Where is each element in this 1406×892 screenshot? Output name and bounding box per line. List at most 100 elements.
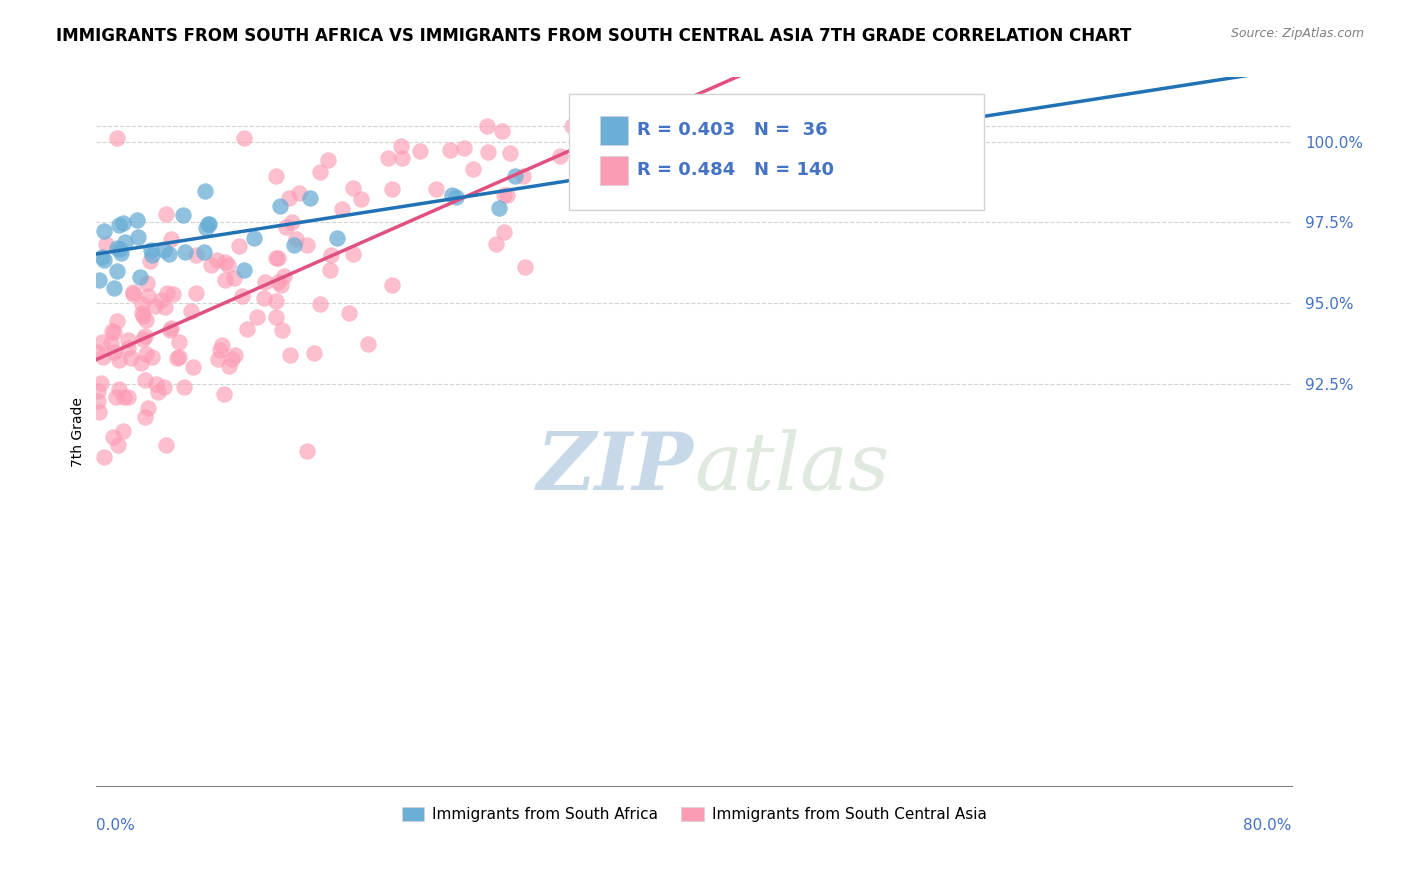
Point [117,390,139,404]
Point [159,322,181,336]
Point [134,329,156,343]
Text: 80.0%: 80.0% [1243,818,1292,833]
Point [302,345,325,359]
Point [503,169,526,183]
Point [197,218,219,232]
Point [127,229,149,244]
Text: ZIP: ZIP [537,429,695,506]
Point [103,430,125,444]
Point [512,169,534,183]
Point [439,144,461,158]
Point [135,313,157,327]
Point [409,144,432,158]
Point [207,351,229,366]
Point [93,224,115,238]
Point [186,285,208,300]
Point [485,236,508,251]
Point [139,244,162,258]
Point [217,258,239,272]
Point [166,351,188,365]
Point [198,217,221,231]
Point [488,201,510,215]
Y-axis label: 7th Grade: 7th Grade [72,397,86,467]
Point [141,350,163,364]
Point [131,356,153,370]
Point [277,191,299,205]
Point [208,343,231,357]
Point [236,321,259,335]
Point [581,122,603,136]
Point [212,387,235,401]
Point [167,351,190,365]
Point [214,273,236,287]
Point [349,192,371,206]
Text: 0.0%: 0.0% [97,818,135,833]
Point [149,293,172,307]
Point [128,269,150,284]
Point [200,258,222,272]
Point [110,243,132,257]
Point [87,393,110,408]
Point [174,245,197,260]
Point [132,309,155,323]
Point [461,161,484,176]
Point [499,145,522,160]
Point [105,314,128,328]
Point [599,119,621,133]
Point [231,289,253,303]
Point [91,335,114,350]
Point [107,437,129,451]
Point [90,376,112,391]
Point [267,251,290,265]
Point [114,235,136,249]
Point [285,232,308,246]
Point [93,450,115,464]
Point [273,268,295,283]
Point [173,379,195,393]
Point [269,199,291,213]
Point [112,390,135,404]
Point [100,336,122,351]
Point [131,297,153,311]
Point [453,141,475,155]
Point [122,285,145,300]
Point [266,169,288,184]
Point [195,220,218,235]
Point [221,352,243,367]
Point [232,263,254,277]
Point [211,338,233,352]
Point [162,287,184,301]
Point [110,246,132,260]
Point [295,444,318,458]
Point [561,119,583,133]
Point [495,187,517,202]
Point [134,373,156,387]
Point [101,324,124,338]
Point [111,216,134,230]
Point [218,359,240,373]
Point [264,294,287,309]
Point [134,410,156,425]
Point [477,119,499,133]
Point [167,334,190,349]
Point [155,206,177,220]
Point [264,251,287,265]
Point [136,289,159,303]
Point [548,149,571,163]
Point [494,187,516,202]
Point [193,244,215,259]
Point [337,306,360,320]
Point [141,248,163,262]
Text: IMMIGRANTS FROM SOUTH AFRICA VS IMMIGRANTS FROM SOUTH CENTRAL ASIA 7TH GRADE COR: IMMIGRANTS FROM SOUTH AFRICA VS IMMIGRAN… [56,27,1132,45]
Point [157,247,180,261]
Point [89,405,111,419]
Point [104,390,127,404]
Point [283,237,305,252]
Point [494,225,516,239]
Point [103,325,125,339]
Point [105,241,128,255]
Point [86,384,108,398]
Point [252,291,274,305]
Point [108,382,131,396]
Point [103,345,125,359]
